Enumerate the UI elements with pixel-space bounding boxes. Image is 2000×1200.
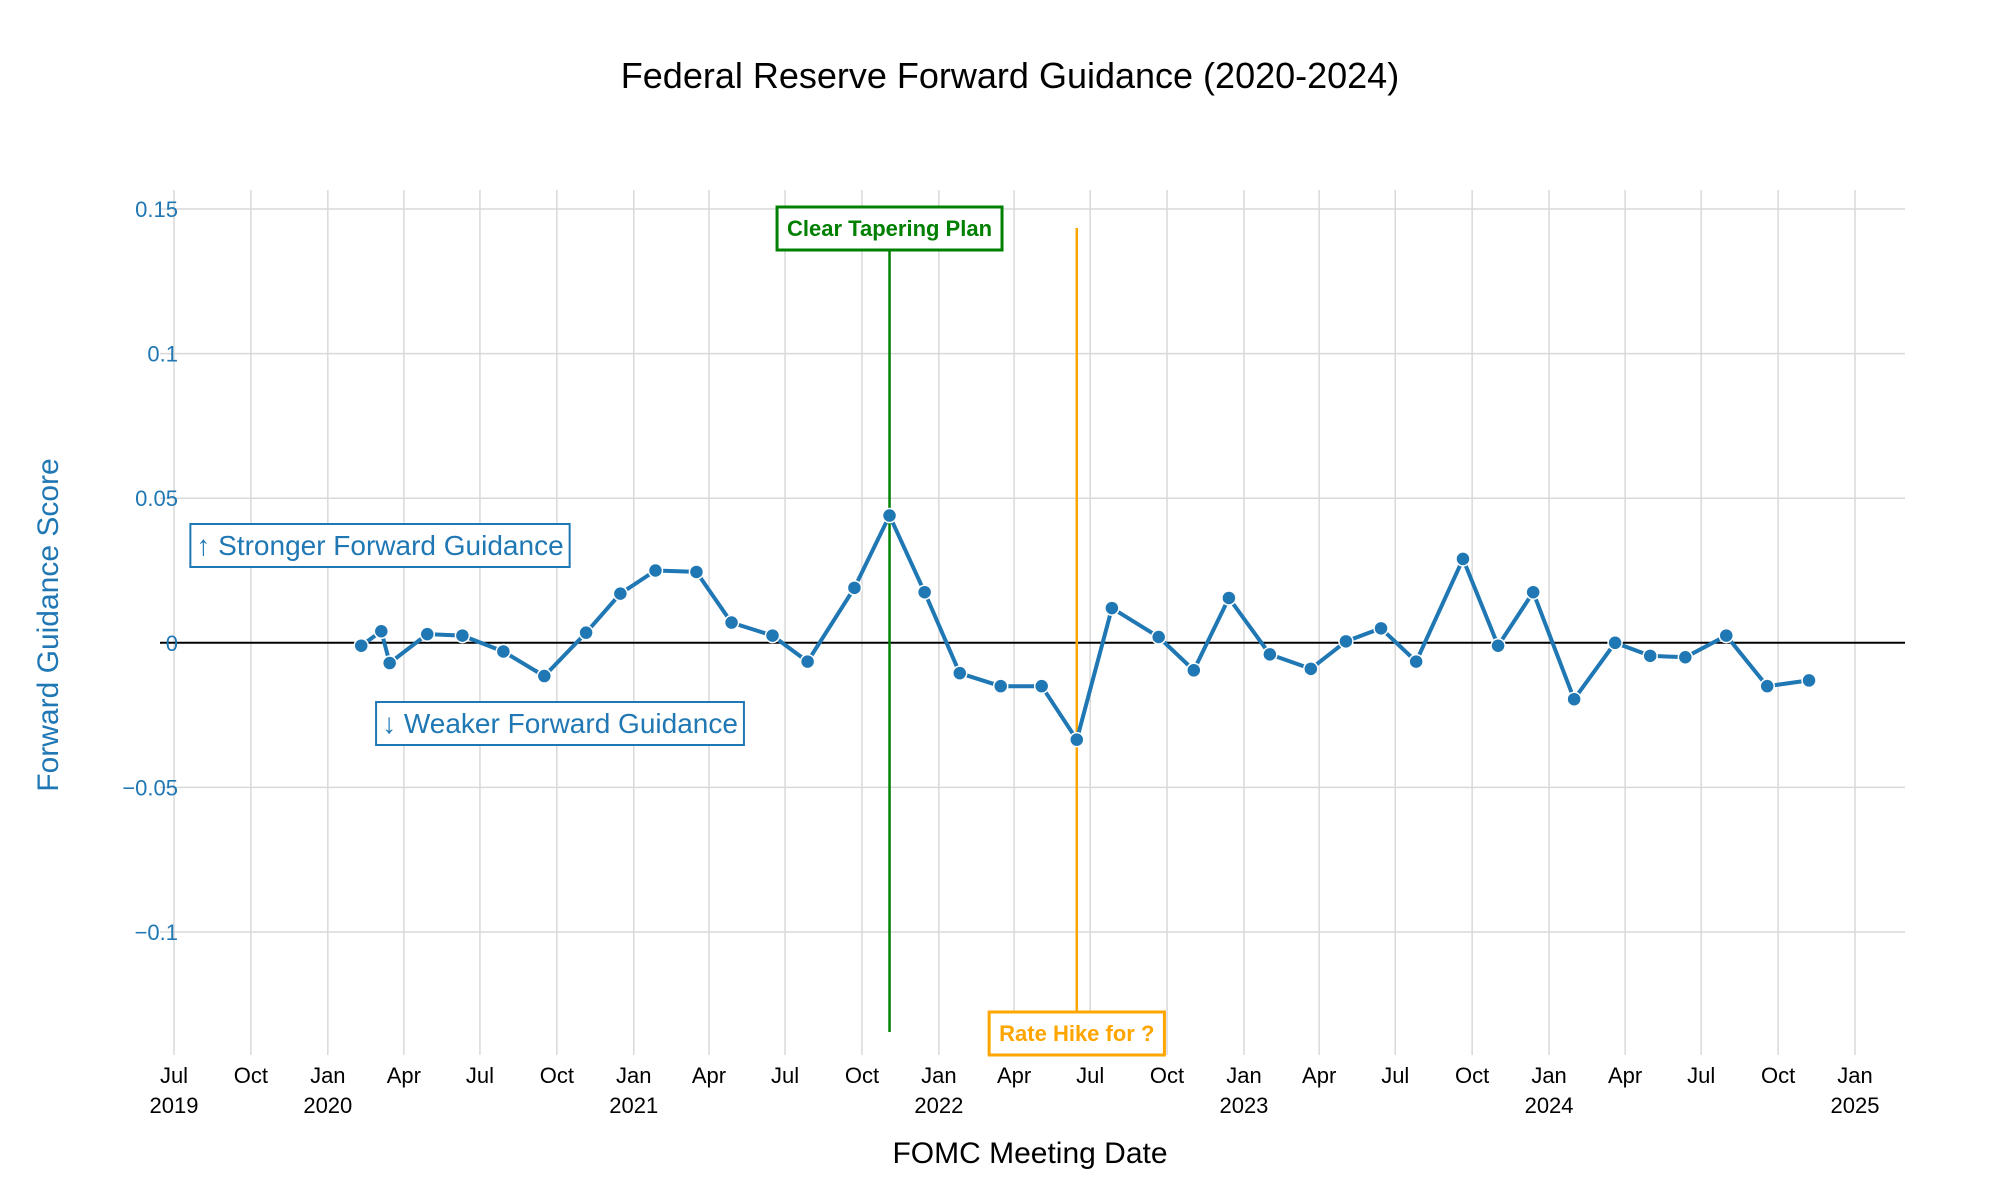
data-point <box>495 643 512 660</box>
data-point <box>1525 584 1541 600</box>
y-tick-label: 0.15 <box>135 197 178 222</box>
data-point <box>1490 637 1506 654</box>
x-tick-label: Jul <box>160 1063 188 1088</box>
stronger-guidance-annotation-box <box>189 523 571 568</box>
data-point <box>992 678 1009 694</box>
x-tick-year-label: 2021 <box>609 1093 658 1118</box>
data-point <box>1262 646 1278 663</box>
data-point <box>1069 731 1085 748</box>
event-label-box-clear-tapering-plan <box>775 205 1004 252</box>
x-tick-year-label: 2025 <box>1831 1093 1880 1118</box>
x-tick-year-label: 2022 <box>914 1093 963 1118</box>
x-tick-label: Jan <box>1837 1063 1872 1088</box>
tick-labels: 0.15 0.1 0.05 0 −0.05 −0.1 Jul 2019 Oct Jan 2020 Ap… <box>122 197 1879 1118</box>
data-point <box>1607 635 1623 651</box>
y-tick-label: 0 <box>166 631 178 656</box>
series-line <box>360 513 1810 742</box>
data-point <box>1186 662 1202 679</box>
data-point <box>1801 672 1817 689</box>
stronger-guidance-annotation: ↑ Stronger Forward Guidance <box>196 530 563 561</box>
data-point <box>578 624 594 641</box>
y-tick-label: 0.05 <box>135 486 178 511</box>
data-point <box>1338 633 1354 650</box>
x-tick-label: Oct <box>845 1063 879 1088</box>
x-tick-year-label: 2020 <box>303 1093 352 1118</box>
data-point <box>1150 629 1167 645</box>
x-tick-year-label: 2024 <box>1525 1093 1574 1118</box>
event-lines <box>888 228 1079 1032</box>
x-tick-label: Jul <box>771 1063 799 1088</box>
data-point <box>1718 627 1735 644</box>
data-point <box>381 655 398 671</box>
data-point <box>353 637 369 654</box>
series <box>353 507 1817 748</box>
weaker-guidance-annotation: ↓ Weaker Forward Guidance <box>382 708 738 739</box>
x-tick-label: Jan <box>616 1063 651 1088</box>
data-point <box>373 623 390 639</box>
data-point <box>612 585 629 602</box>
data-point <box>419 626 436 642</box>
x-tick-label: Apr <box>997 1063 1031 1088</box>
data-point <box>881 507 898 524</box>
weaker-guidance-annotation-box <box>375 701 745 746</box>
x-tick-label: Apr <box>692 1063 726 1088</box>
y-tick-label: 0.1 <box>147 342 178 367</box>
x-tick-label: Jul <box>1381 1063 1409 1088</box>
data-point <box>1033 678 1050 694</box>
x-tick-label: Oct <box>1150 1063 1184 1088</box>
chart-title: Federal Reserve Forward Guidance (2020-2… <box>621 55 1399 96</box>
data-point <box>1455 551 1471 567</box>
event-label-rate-hike-for: Rate Hike for ? <box>999 1021 1154 1046</box>
data-point <box>647 562 664 579</box>
x-tick-label: Jan <box>1531 1063 1566 1088</box>
data-point <box>1373 620 1389 637</box>
x-tick-label: Jul <box>1687 1063 1715 1088</box>
x-tick-label: Jul <box>1076 1063 1104 1088</box>
data-point <box>916 584 933 600</box>
x-tick-year-label: 2019 <box>150 1093 199 1118</box>
y-tick-label: −0.05 <box>122 775 178 800</box>
data-point <box>723 614 740 631</box>
x-tick-label: Apr <box>1302 1063 1336 1088</box>
y-axis-label: Forward Guidance Score <box>32 458 65 792</box>
x-tick-label: Apr <box>387 1063 421 1088</box>
x-tick-label: Oct <box>234 1063 268 1088</box>
data-point <box>1677 649 1694 666</box>
x-tick-label: Oct <box>1761 1063 1795 1088</box>
data-point <box>1642 648 1658 664</box>
x-tick-label: Jul <box>466 1063 494 1088</box>
x-tick-label: Oct <box>540 1063 574 1088</box>
data-point <box>1759 678 1775 694</box>
data-point <box>688 564 705 580</box>
data-point <box>764 627 781 644</box>
data-point <box>799 653 816 670</box>
event-label-box-rate-hike-for <box>987 1010 1166 1057</box>
x-tick-label: Apr <box>1608 1063 1642 1088</box>
x-tick-label: Jan <box>310 1063 345 1088</box>
data-point <box>454 627 471 644</box>
data-point <box>1221 590 1237 606</box>
grid <box>160 190 1905 1055</box>
x-tick-year-label: 2023 <box>1219 1093 1268 1118</box>
data-point <box>1104 600 1120 616</box>
x-tick-label: Oct <box>1455 1063 1489 1088</box>
data-point <box>951 665 968 681</box>
data-point <box>846 580 863 596</box>
data-point <box>1566 691 1582 707</box>
annotations: Clear Tapering Plan Rate Hike for ? ↑ Stro… <box>189 205 1166 1057</box>
y-tick-label: −0.1 <box>135 920 178 945</box>
x-axis-label: FOMC Meeting Date <box>892 1137 1167 1170</box>
data-point <box>1303 661 1319 677</box>
event-label-clear-tapering-plan: Clear Tapering Plan <box>787 216 992 241</box>
x-tick-label: Jan <box>921 1063 956 1088</box>
data-point <box>1408 653 1424 670</box>
data-point <box>536 668 553 684</box>
x-tick-label: Jan <box>1226 1063 1261 1088</box>
